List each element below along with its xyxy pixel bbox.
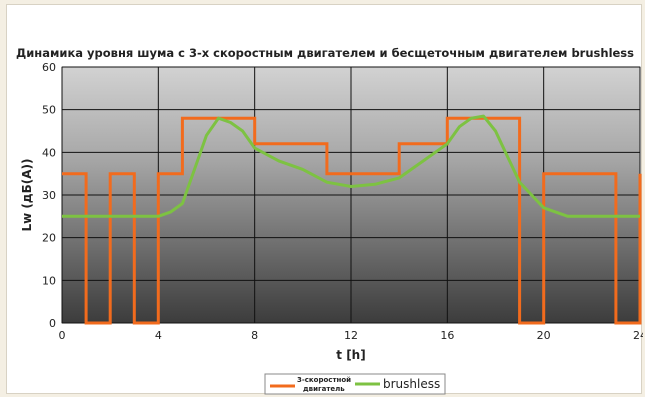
x-axis-label: t [h] [336, 348, 365, 362]
y-tick-label: 40 [42, 146, 56, 159]
x-tick-label: 8 [251, 329, 258, 342]
x-tick-label: 12 [344, 329, 358, 342]
noise-chart: Динамика уровня шума с 3-х скоростным дв… [16, 46, 643, 395]
y-tick-label: 30 [42, 189, 56, 202]
y-tick-label: 10 [42, 274, 56, 287]
x-tick-label: 24 [633, 329, 643, 342]
chart-title: Динамика уровня шума с 3-х скоростным дв… [16, 46, 634, 60]
y-tick-label: 50 [42, 104, 56, 117]
chart-frame: Динамика уровня шума с 3-х скоростным дв… [6, 4, 643, 395]
x-tick-label: 20 [537, 329, 551, 342]
y-tick-label: 0 [49, 317, 56, 330]
legend-label-brushless: brushless [383, 377, 440, 391]
legend: 3-скоростной двигатель brushless [264, 373, 446, 395]
y-axis-label: Lw (дБ(A)) [20, 159, 34, 232]
series-line-brushless [62, 114, 640, 218]
series-lines [62, 114, 642, 325]
y-tick-label: 60 [42, 61, 56, 74]
axis-ticks: 0 10 20 30 40 50 60 0 4 8 12 16 20 24 [42, 61, 643, 342]
x-tick-label: 0 [59, 329, 66, 342]
legend-label-3speed-line1: 3-скоростной [297, 376, 351, 384]
x-tick-label: 16 [440, 329, 454, 342]
x-tick-label: 4 [155, 329, 162, 342]
series-line-3speed [62, 116, 642, 325]
legend-label-3speed-line2: двигатель [303, 385, 345, 393]
y-tick-label: 20 [42, 232, 56, 245]
